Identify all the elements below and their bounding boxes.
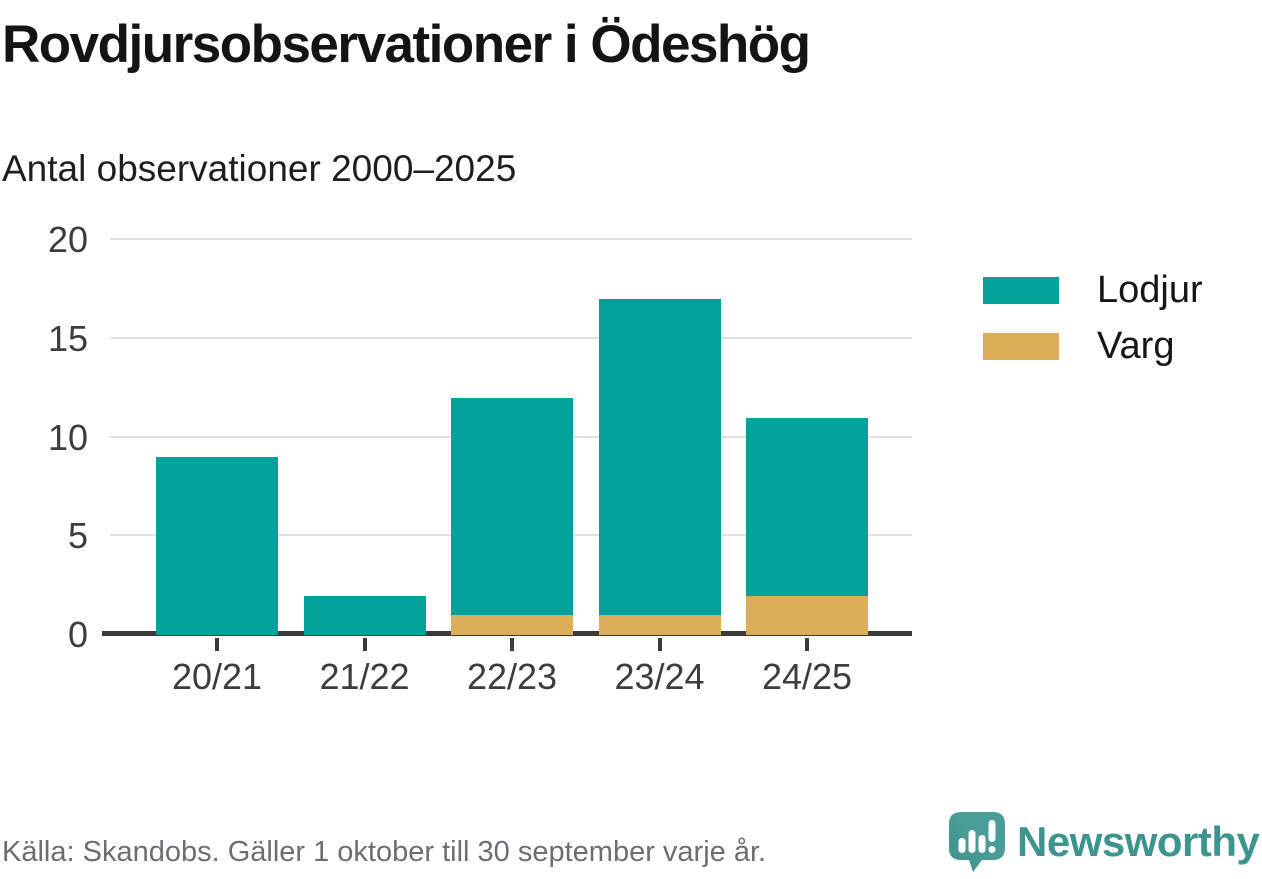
legend-swatch-lodjur [983, 276, 1059, 304]
bar-segment-lodjur-21-22 [303, 595, 426, 635]
chart-subtitle: Antal observationer 2000–2025 [2, 148, 517, 189]
newsworthy-logo: Newsworthy [948, 811, 1260, 873]
x-axis-tick-20-21 [215, 638, 219, 651]
x-axis-label-23-24: 23/24 [614, 656, 705, 697]
y-axis-tick-label: 20 [47, 219, 88, 260]
x-axis-label-20-21: 20/21 [171, 656, 263, 697]
page-title: Rovdjursobservationer i Ödeshög [2, 15, 811, 74]
bar-segment-lodjur-23-24 [598, 299, 721, 616]
legend-item-varg: Varg [983, 324, 1175, 367]
newsworthy-wordmark: Newsworthy [1017, 818, 1260, 865]
x-axis-tick-23-24 [657, 638, 662, 651]
bar-segment-lodjur-20-21 [156, 457, 278, 635]
source-note: Källa: Skandobs. Gäller 1 oktober till 3… [2, 836, 767, 868]
y-axis-tick-label: 15 [47, 317, 88, 359]
x-axis-tick-21-22 [362, 638, 367, 651]
gridline-y-15 [110, 336, 912, 339]
bar-segment-lodjur-24-25 [746, 417, 868, 596]
x-axis-label-24-25: 24/25 [761, 656, 853, 697]
bar-segment-varg-22-23 [451, 615, 573, 635]
bar-segment-varg-24-25 [746, 595, 868, 635]
x-axis-tick-24-25 [805, 638, 809, 651]
bar-segment-varg-23-24 [598, 615, 721, 635]
x-axis-label-21-22: 21/22 [319, 656, 410, 697]
legend-label-varg: Varg [1097, 324, 1175, 367]
y-axis-tick-label: 0 [67, 614, 88, 655]
y-axis-tick-label: 5 [67, 515, 88, 557]
y-axis-tick-label: 10 [47, 416, 88, 458]
bar-segment-lodjur-22-23 [451, 398, 573, 616]
x-axis-label-22-23: 22/23 [466, 656, 558, 697]
gridline-y-20 [110, 238, 912, 240]
legend-swatch-varg [983, 332, 1059, 360]
x-axis-tick-22-23 [510, 638, 514, 651]
newsworthy-bubble-chart-icon [949, 812, 1005, 872]
legend-label-lodjur: Lodjur [1097, 268, 1203, 311]
legend-item-lodjur: Lodjur [983, 268, 1203, 311]
